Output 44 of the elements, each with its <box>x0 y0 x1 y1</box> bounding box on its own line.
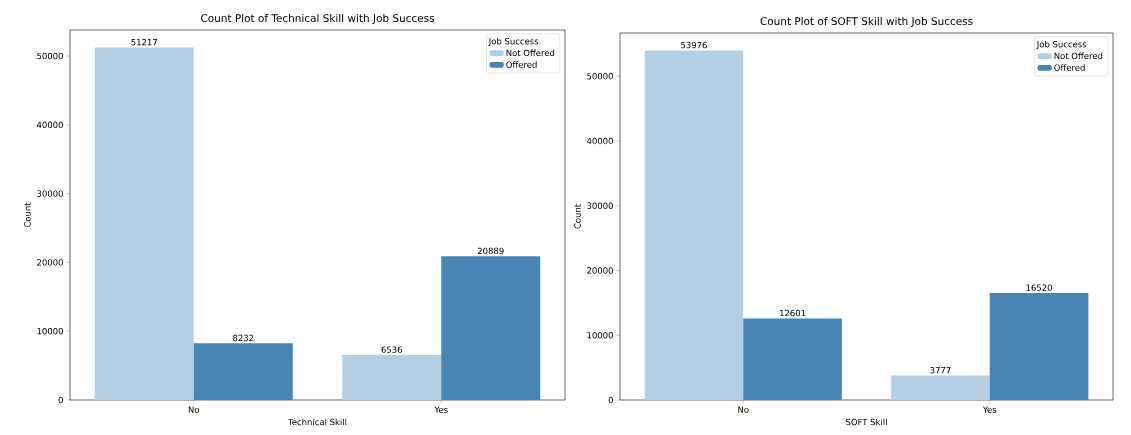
data-label: 20889 <box>477 247 504 255</box>
x-tick-label: No <box>738 406 749 413</box>
data-label: 12601 <box>780 309 806 317</box>
y-tick-label: 0 <box>58 396 63 404</box>
data-label: 51217 <box>131 39 157 46</box>
x-tick-label: Yes <box>434 406 448 413</box>
bar <box>891 375 990 400</box>
y-tick-label: 20000 <box>37 259 63 266</box>
y-tick-label: 0 <box>608 396 613 404</box>
chart-title: Count Plot of Technical Skill with Job Success <box>201 13 435 24</box>
legend-label: Not Offered <box>1054 52 1103 60</box>
y-tick-label: 40000 <box>36 121 63 128</box>
x-axis-title: SOFT Skill <box>846 418 887 426</box>
legend-title: Job Success <box>488 37 539 47</box>
y-axis-title: Count <box>574 204 581 229</box>
y-tick-label: 30000 <box>37 190 63 197</box>
legend-label: Offered <box>506 61 537 68</box>
legend-title: Job Success <box>1036 40 1087 49</box>
bar <box>342 355 442 400</box>
data-label: 53976 <box>681 41 707 49</box>
y-tick-label: 50000 <box>37 52 63 60</box>
data-label: 3777 <box>930 366 951 374</box>
x-axis-title: Technical Skill <box>288 418 347 426</box>
y-tick-label: 20000 <box>587 267 613 274</box>
y-tick-label: 10000 <box>37 328 63 335</box>
data-label: 16520 <box>1026 284 1052 291</box>
legend-label: Not Offered <box>506 49 555 57</box>
y-tick-label: 10000 <box>587 332 613 339</box>
x-tick-label: No <box>188 406 200 413</box>
bar <box>441 256 541 400</box>
y-tick-label: 30000 <box>587 202 613 209</box>
y-tick-label: 40000 <box>586 137 613 145</box>
data-label: 8232 <box>233 334 254 342</box>
legend-label: Offered <box>1054 64 1085 71</box>
y-tick-label: 50000 <box>587 73 613 80</box>
bar <box>94 47 194 400</box>
x-tick-label: Yes <box>982 406 997 413</box>
bar <box>743 318 842 400</box>
y-axis-title: Count <box>24 202 31 228</box>
bar <box>193 343 293 400</box>
bar <box>989 293 1089 400</box>
chart-title: Count Plot of SOFT Skill with Job Success <box>760 16 973 27</box>
bar <box>644 50 744 400</box>
data-label: 6536 <box>381 346 402 353</box>
